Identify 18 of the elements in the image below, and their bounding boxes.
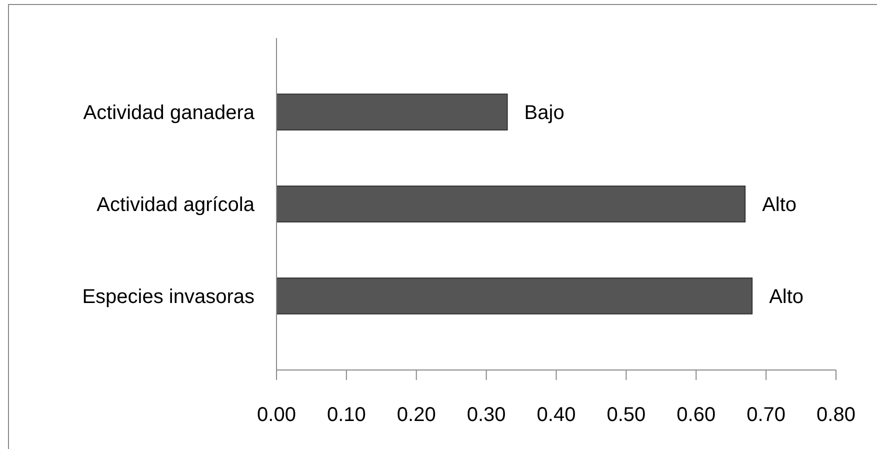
y-tick-label: Actividad ganadera [83,102,256,124]
x-tick-label: 0.40 [536,404,576,426]
x-tick-label: 0.20 [396,404,436,426]
x-tick-label: 0.30 [466,404,506,426]
x-tick-label: 0.50 [606,404,646,426]
x-tick-label: 0.60 [676,404,716,426]
y-tick-label: Actividad agrícola [96,194,256,216]
x-tick-label: 0.00 [257,404,296,426]
x-tick-label: 0.70 [746,404,786,426]
x-tick-label: 0.10 [326,404,366,426]
y-tick-label: Especies invasoras [82,286,254,308]
bar [276,94,508,130]
x-tick-label: 0.80 [816,404,856,426]
bar [276,186,746,222]
data-label: Alto [769,286,804,308]
bar [276,278,753,314]
data-label: Bajo [524,102,564,124]
data-label: Alto [762,194,797,216]
